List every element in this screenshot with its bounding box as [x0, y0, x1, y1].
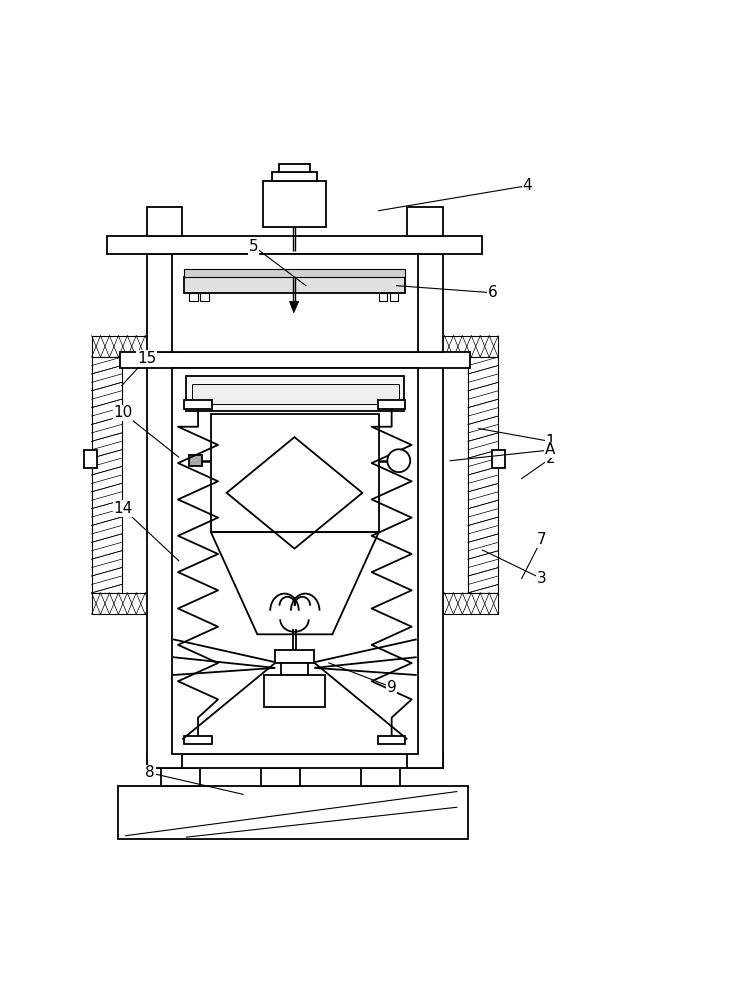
- Text: 2: 2: [545, 451, 555, 466]
- Bar: [468, 357, 498, 593]
- Text: 14: 14: [114, 501, 133, 516]
- Bar: [120, 352, 470, 368]
- Bar: [192, 384, 399, 404]
- Bar: [211, 414, 379, 532]
- Bar: [184, 736, 211, 744]
- Bar: [378, 736, 405, 744]
- Text: 5: 5: [249, 239, 259, 254]
- Bar: [378, 400, 405, 409]
- Bar: [107, 236, 483, 254]
- Text: 3: 3: [537, 571, 547, 586]
- Bar: [265, 675, 325, 707]
- Circle shape: [387, 449, 410, 472]
- Bar: [263, 181, 326, 227]
- Text: 9: 9: [387, 680, 397, 695]
- Bar: [190, 455, 203, 466]
- Bar: [200, 293, 208, 301]
- Polygon shape: [211, 532, 379, 634]
- Bar: [147, 207, 182, 236]
- Text: 8: 8: [145, 765, 155, 780]
- Bar: [492, 450, 505, 468]
- Bar: [408, 207, 443, 236]
- Bar: [389, 293, 398, 301]
- Text: 10: 10: [114, 405, 133, 420]
- Bar: [184, 269, 405, 277]
- Bar: [147, 754, 443, 768]
- Bar: [161, 768, 200, 786]
- Bar: [276, 650, 314, 663]
- Bar: [92, 336, 163, 357]
- Bar: [426, 336, 498, 357]
- Bar: [426, 593, 498, 614]
- Bar: [184, 277, 405, 293]
- Bar: [408, 364, 443, 768]
- Bar: [171, 254, 418, 352]
- Polygon shape: [289, 301, 299, 313]
- Bar: [92, 593, 163, 614]
- Bar: [171, 368, 418, 754]
- Bar: [118, 786, 468, 839]
- Bar: [147, 254, 182, 352]
- Bar: [278, 164, 311, 172]
- Bar: [184, 400, 211, 409]
- Bar: [261, 768, 300, 786]
- Bar: [379, 293, 387, 301]
- Bar: [190, 293, 198, 301]
- Text: A: A: [545, 442, 555, 457]
- Bar: [272, 172, 317, 181]
- Bar: [361, 768, 400, 786]
- Bar: [408, 254, 443, 352]
- Bar: [281, 663, 308, 675]
- Text: 1: 1: [545, 434, 555, 449]
- Text: 7: 7: [537, 532, 547, 547]
- Text: 6: 6: [488, 285, 498, 300]
- Bar: [92, 357, 122, 593]
- Bar: [147, 364, 182, 768]
- Bar: [85, 450, 97, 468]
- Text: 4: 4: [523, 178, 532, 193]
- Text: 15: 15: [137, 351, 156, 366]
- Bar: [186, 376, 404, 411]
